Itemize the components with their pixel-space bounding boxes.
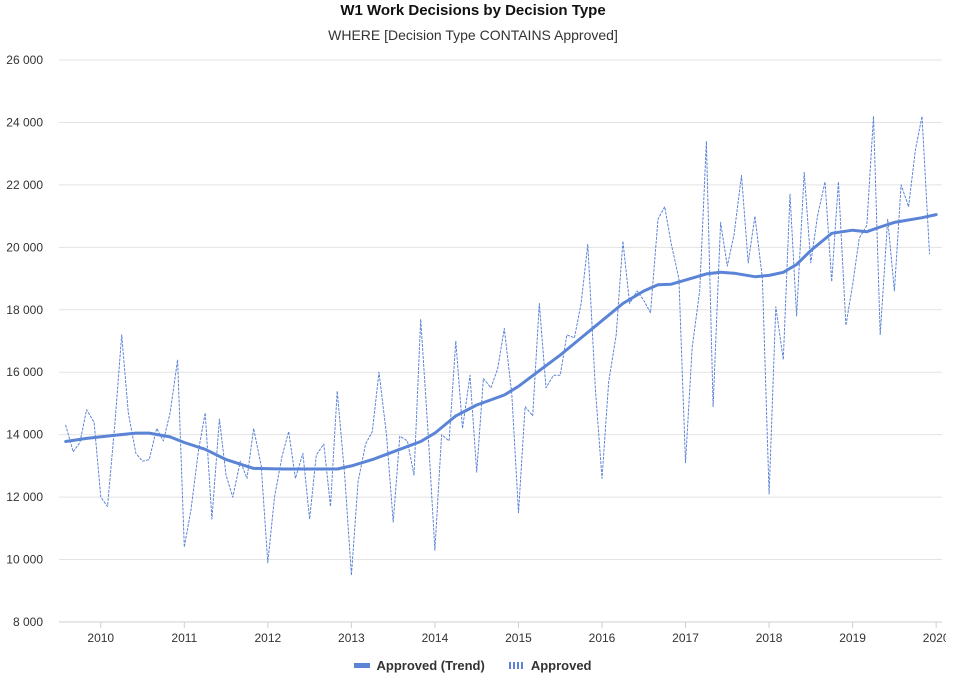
y-tick-label: 20 000 [6,240,43,254]
y-tick-label: 26 000 [6,53,43,67]
legend-label-trend: Approved (Trend) [376,658,485,673]
gridlines [59,59,942,623]
dashed-line-swatch-icon [508,662,525,669]
legend: Approved (Trend) Approved [0,658,946,673]
y-tick-label: 24 000 [6,115,43,129]
x-tick-label: 2010 [87,631,114,645]
series-line-approved[interactable] [65,115,930,576]
chart-title: W1 Work Decisions by Decision Type [340,2,606,19]
y-axis-ticks: 8 000 10 000 12 000 14 000 16 000 18 000 20 00… [6,53,43,629]
solid-line-swatch-icon [354,663,371,668]
y-tick-label: 14 000 [6,428,43,442]
x-axis-ticks: 2010 2011 2012 2013 2014 2015 2016 2017 2018 2019… [87,622,946,645]
x-tick-label: 2013 [338,631,365,645]
x-tick-label: 2011 [171,631,197,645]
y-tick-label: 18 000 [6,303,43,317]
y-tick-label: 22 000 [6,178,43,192]
y-tick-label: 10 000 [6,553,43,567]
x-tick-label: 2017 [672,631,699,645]
y-tick-label: 8 000 [13,615,43,629]
x-tick-label: 2015 [505,631,532,645]
chart-subtitle: WHERE [Decision Type CONTAINS Approved] [328,27,618,43]
series-line-approved-trend[interactable] [64,213,938,471]
legend-item-trend[interactable]: Approved (Trend) [354,658,485,673]
x-tick-label: 2016 [589,631,616,645]
series-lines [64,115,938,576]
legend-label-approved: Approved [530,658,592,673]
line-chart: 8 000 10 000 12 000 14 000 16 000 18 000 20 00… [6,53,946,645]
x-tick-label: 2020 [923,631,946,645]
x-tick-label: 2018 [756,631,783,645]
y-tick-label: 16 000 [6,365,43,379]
y-tick-label: 12 000 [6,490,43,504]
x-tick-label: 2012 [254,631,281,645]
legend-item-approved[interactable]: Approved [508,658,592,673]
x-tick-label: 2019 [839,631,866,645]
x-tick-label: 2014 [422,631,449,645]
